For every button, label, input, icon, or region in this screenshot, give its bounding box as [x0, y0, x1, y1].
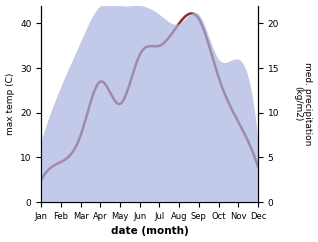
Y-axis label: max temp (C): max temp (C): [5, 73, 15, 135]
Y-axis label: med. precipitation
(kg/m2): med. precipitation (kg/m2): [293, 62, 313, 145]
X-axis label: date (month): date (month): [111, 227, 189, 236]
